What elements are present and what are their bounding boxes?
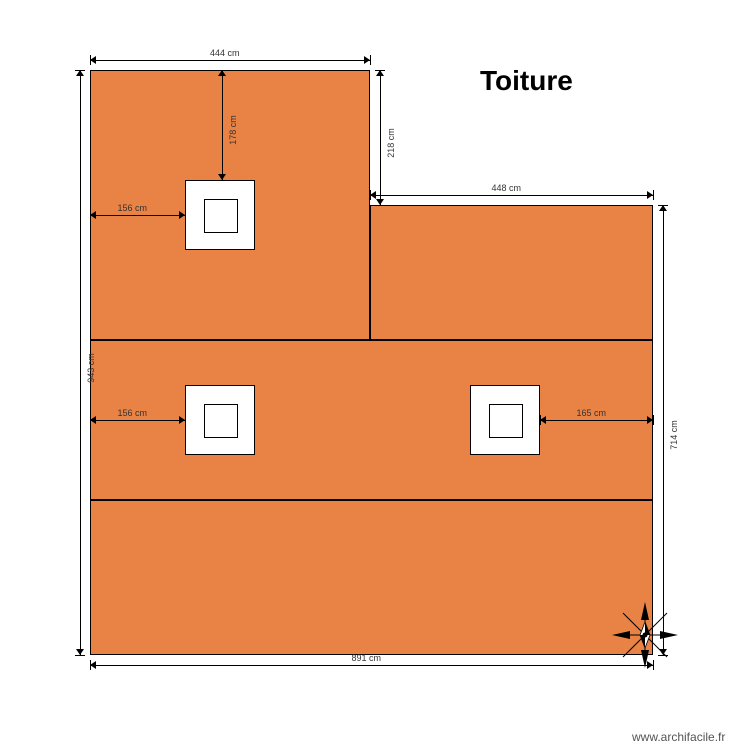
dim-right-714-label: 714 cm [669, 420, 679, 450]
skylight-1 [185, 180, 255, 250]
dim-right-714-line [663, 205, 664, 655]
roof-upper-right [370, 205, 653, 340]
skylight-2 [185, 385, 255, 455]
dim-right-448-label: 448 cm [492, 183, 522, 193]
dim-156-top-line [90, 215, 185, 216]
dim-218-line [380, 70, 381, 205]
skylight-3 [470, 385, 540, 455]
dim-156-mid-label: 156 cm [118, 408, 148, 418]
skylight-2-inner [204, 404, 238, 438]
dim-left-943-label: 943 cm [86, 353, 96, 383]
dim-bottom-891-label: 891 cm [352, 653, 382, 663]
roof-bottom-band [90, 500, 653, 655]
plan-canvas: Toiture 444 cm 448 cm 891 cm 943 cm 714 cm 21… [0, 0, 750, 750]
dim-right-448-line [370, 195, 653, 196]
skylight-3-inner [489, 404, 523, 438]
dim-156-mid-line [90, 420, 185, 421]
dim-218-label: 218 cm [386, 128, 396, 158]
dim-178-line [222, 70, 223, 180]
dim-bottom-891-line [90, 665, 653, 666]
skylight-1-inner [204, 199, 238, 233]
dim-165-line [540, 420, 653, 421]
plan-title: Toiture [480, 65, 573, 97]
dim-156-top-label: 156 cm [118, 203, 148, 213]
dim-top-444-line [90, 60, 370, 61]
dim-top-444-label: 444 cm [210, 48, 240, 58]
dim-178-label: 178 cm [228, 115, 238, 145]
compass-icon [610, 600, 680, 675]
footer-link[interactable]: www.archifacile.fr [632, 730, 725, 744]
dim-165-label: 165 cm [577, 408, 607, 418]
dim-left-943-line [80, 70, 81, 655]
